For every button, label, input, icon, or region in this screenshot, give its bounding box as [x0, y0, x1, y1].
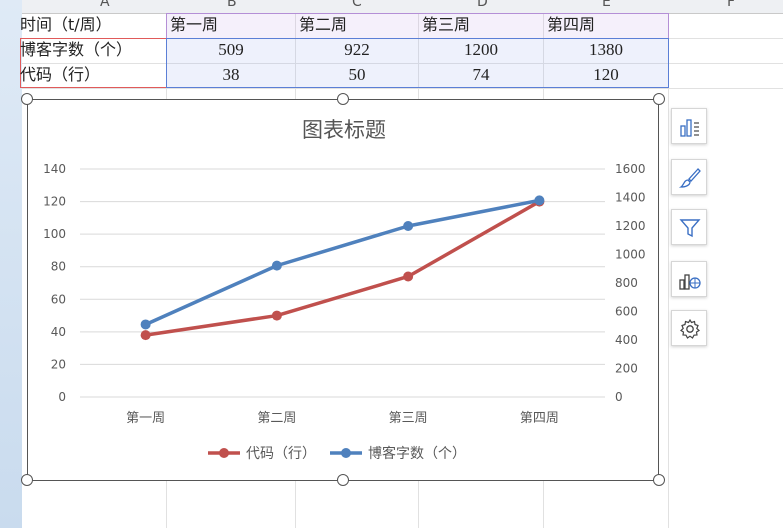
legend-marker	[219, 448, 229, 458]
chart-type-button[interactable]	[671, 261, 707, 297]
series-line[interactable]	[143, 199, 542, 337]
chart-settings-button[interactable]	[671, 310, 707, 346]
resize-handle-bottom-right[interactable]	[653, 474, 665, 486]
chart-filter-icon	[679, 219, 701, 238]
cell-a2[interactable]: 博客字数（个）	[20, 40, 133, 59]
chart-style-icon	[678, 168, 701, 188]
data-point[interactable]	[140, 330, 151, 341]
y-left-tick-label: 0	[58, 390, 66, 404]
y-right-tick-label: 1400	[615, 191, 646, 205]
data-point[interactable]	[140, 319, 151, 330]
cell-a1[interactable]: 时间（t/周）	[20, 15, 112, 34]
y-left-tick-label: 20	[51, 357, 66, 371]
data-point[interactable]	[534, 195, 545, 206]
left-window-edge	[0, 0, 22, 528]
legend-entry[interactable]: 代码（行）	[246, 446, 316, 462]
resize-handle-top-left[interactable]	[21, 93, 33, 105]
resize-handle-top[interactable]	[337, 93, 349, 105]
column-header-b[interactable]: B	[227, 0, 237, 10]
y-right-tick-label: 600	[615, 305, 638, 319]
legend-marker	[341, 448, 351, 458]
cell-d1[interactable]: 第三周	[422, 15, 471, 34]
cell-c1[interactable]: 第二周	[299, 15, 348, 34]
cell-c3[interactable]: 50	[348, 65, 366, 84]
data-point[interactable]	[403, 271, 414, 282]
column-header-f[interactable]: F	[727, 0, 736, 10]
y-left-tick-label: 120	[43, 195, 66, 209]
cell-c2[interactable]: 922	[344, 40, 370, 59]
grid-line	[22, 63, 783, 64]
chart-type-icon	[679, 274, 701, 290]
cell-e1[interactable]: 第四周	[547, 15, 596, 34]
y-left-tick-label: 100	[43, 227, 66, 241]
y-right-tick-label: 0	[615, 390, 623, 404]
column-header-c[interactable]: C	[352, 0, 362, 10]
grid-line	[668, 13, 669, 528]
chart-title[interactable]: 图表标题	[302, 118, 386, 142]
x-tick-label: 第一周	[126, 411, 165, 426]
legend-entry[interactable]: 博客字数（个）	[368, 445, 466, 462]
chart-style-button[interactable]	[671, 159, 707, 195]
column-header-a[interactable]: A	[100, 0, 110, 10]
cell-d2[interactable]: 1200	[464, 40, 498, 59]
cell-e3[interactable]: 120	[593, 65, 619, 84]
column-header-e[interactable]: E	[602, 0, 611, 10]
resize-handle-top-right[interactable]	[653, 93, 665, 105]
y-right-tick-label: 800	[615, 276, 638, 290]
line-chart[interactable]: 图表标题 0 20 40 60 80 100 120 140 0 200 400 600 800 1000…	[27, 99, 659, 481]
cell-d3[interactable]: 74	[472, 65, 490, 84]
cell-b1[interactable]: 第一周	[170, 15, 219, 34]
grid-line	[22, 88, 783, 89]
chart-filter-button[interactable]	[671, 209, 707, 245]
y-left-tick-label: 140	[43, 162, 66, 176]
chart-elements-button[interactable]	[671, 108, 707, 144]
resize-handle-bottom[interactable]	[337, 474, 349, 486]
column-header-d[interactable]: D	[477, 0, 488, 10]
y-right-tick-label: 400	[615, 333, 638, 347]
resize-handle-bottom-left[interactable]	[21, 474, 33, 486]
data-point[interactable]	[271, 260, 282, 271]
cell-a3[interactable]: 代码（行）	[20, 65, 101, 84]
chart-elements-icon	[680, 119, 699, 137]
settings-icon	[679, 318, 701, 339]
y-right-tick-label: 200	[615, 362, 638, 376]
column-header-bar: A B C D E F	[22, 0, 783, 14]
x-tick-label: 第三周	[389, 411, 428, 426]
y-left-tick-label: 80	[51, 260, 66, 274]
y-left-tick-label: 60	[51, 292, 66, 306]
data-point[interactable]	[271, 310, 282, 321]
y-right-tick-label: 1200	[615, 219, 646, 233]
y-right-tick-label: 1600	[615, 162, 646, 176]
x-tick-label: 第四周	[520, 411, 559, 426]
value-range-highlight	[166, 38, 669, 88]
y-right-tick-label: 1000	[615, 248, 646, 262]
series-line[interactable]	[143, 198, 542, 327]
chart-canvas: 图表标题 02040608010012014002004006008001000…	[43, 118, 646, 462]
cell-b2[interactable]: 509	[218, 40, 244, 59]
x-tick-label: 第二周	[257, 411, 296, 426]
y-left-tick-label: 40	[51, 325, 66, 339]
data-point[interactable]	[403, 221, 414, 231]
cell-e2[interactable]: 1380	[589, 40, 623, 59]
cell-b3[interactable]: 38	[222, 65, 240, 84]
